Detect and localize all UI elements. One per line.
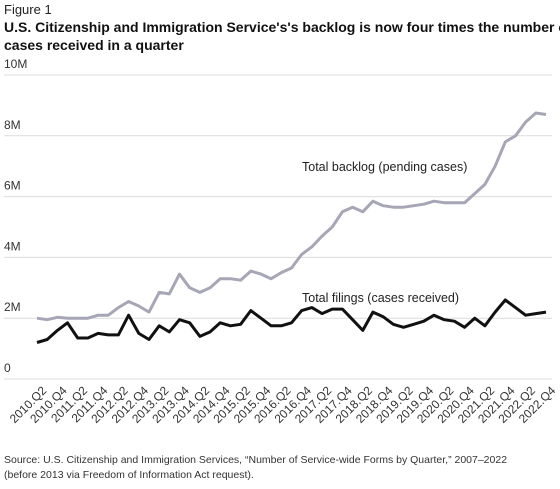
y-tick-label: 8M xyxy=(4,118,21,132)
y-tick-label: 6M xyxy=(4,179,21,193)
source: (before 2013 via Freedom of Information … xyxy=(4,469,254,481)
y-tick-label: 2M xyxy=(4,300,21,314)
series-line xyxy=(36,298,547,344)
series-label: Total filings (cases received) xyxy=(302,291,459,305)
chart-title: U.S. Citizenship and Immigration Service… xyxy=(4,19,560,35)
y-tick-label: 0 xyxy=(4,361,11,375)
series-line xyxy=(36,111,547,322)
series-label: Total backlog (pending cases) xyxy=(302,160,467,174)
source: Source: U.S. Citizenship and Immigration… xyxy=(4,454,507,466)
y-tick-label: 10M xyxy=(4,57,27,71)
figure-label: Figure 1 xyxy=(4,2,52,17)
chart-title: cases received in a quarter xyxy=(4,37,184,53)
y-tick-label: 4M xyxy=(4,239,21,253)
